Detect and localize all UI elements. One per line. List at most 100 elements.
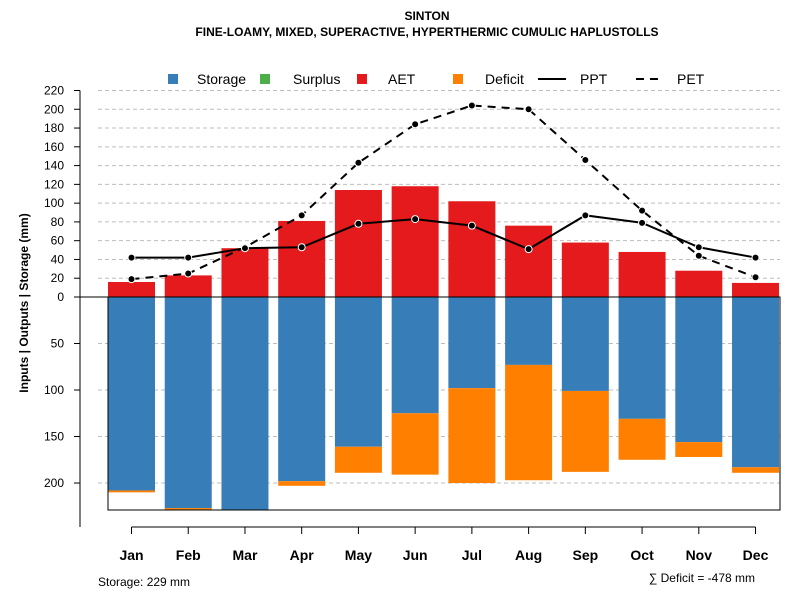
- ppt-line-point: [354, 219, 363, 228]
- y-tick-label-upper: 100: [44, 196, 64, 210]
- y-tick-label-upper: 160: [44, 140, 64, 154]
- lines: [127, 101, 760, 284]
- legend-swatch-surplus: [260, 74, 270, 84]
- storage-bar: [221, 297, 269, 510]
- deficit-bar: [278, 481, 326, 486]
- deficit-bar: [448, 388, 496, 484]
- storage-bar: [448, 297, 496, 389]
- ppt-line-point: [467, 221, 476, 230]
- y-tick-label-upper: 0: [57, 290, 64, 304]
- x-tick-label: Sep: [572, 547, 598, 563]
- storage-bar: [505, 297, 553, 365]
- ppt-line-point: [184, 253, 193, 262]
- x-tick-label: Nov: [686, 547, 713, 563]
- y-tick-label-upper: 180: [44, 121, 64, 135]
- storage-bar: [732, 297, 780, 468]
- chart-title: SINTON: [404, 9, 449, 23]
- pet-line-point: [127, 275, 136, 284]
- y-axis-label: Inputs | Outputs | Storage (mm): [17, 213, 31, 392]
- aet-bar: [391, 186, 439, 297]
- ppt-line-point: [127, 253, 136, 262]
- pet-line-point: [467, 101, 476, 110]
- aet-bar: [618, 251, 666, 297]
- pet-line-point: [184, 269, 193, 278]
- storage-bar: [618, 297, 666, 419]
- storage-bar: [108, 297, 155, 491]
- legend-swatch-storage: [168, 74, 178, 84]
- legend-label-surplus: Surplus: [293, 71, 340, 87]
- x-tick-label: May: [345, 547, 372, 563]
- pet-line-point: [411, 120, 420, 129]
- y-tick-label-upper: 140: [44, 159, 64, 173]
- deficit-bar: [732, 467, 780, 473]
- x-tick-label: Jun: [403, 547, 428, 563]
- y-tick-label-upper: 40: [51, 252, 65, 266]
- y-tick-label-lower: 200: [44, 476, 64, 490]
- legend-label-pet: PET: [677, 71, 705, 87]
- aet-bar: [164, 275, 212, 297]
- deficit-bar: [334, 446, 382, 473]
- x-tick-label: Dec: [743, 547, 769, 563]
- aet-bar: [334, 189, 382, 297]
- ppt-line-point: [411, 215, 420, 224]
- deficit-bar: [618, 418, 666, 460]
- deficit-bar: [164, 508, 212, 510]
- deficit-bar: [391, 413, 439, 475]
- legend-label-deficit: Deficit: [485, 71, 524, 87]
- y-tick-label-upper: 200: [44, 102, 64, 116]
- x-tick-label: Mar: [233, 547, 258, 563]
- axes: 0 20 40 60 80 100 120 140 160 180 200 220 50 100 150 20…: [44, 84, 781, 563]
- legend: Storage Surplus AET Deficit PPT PET: [168, 71, 705, 87]
- x-tick-label: Jul: [462, 547, 482, 563]
- storage-bar: [391, 297, 439, 414]
- ppt-line-point: [297, 243, 306, 252]
- aet-bar: [448, 201, 496, 297]
- footer-storage-text: Storage: 229 mm: [98, 575, 190, 589]
- aet-bar: [675, 270, 723, 297]
- x-tick-label: Feb: [176, 547, 201, 563]
- aet-bar: [221, 248, 269, 297]
- legend-swatch-deficit: [453, 74, 463, 84]
- deficit-bar: [108, 490, 155, 493]
- pet-line-point: [751, 273, 760, 282]
- x-tick-label: Apr: [290, 547, 315, 563]
- bars: [108, 186, 780, 510]
- y-tick-label-lower: 50: [51, 337, 65, 351]
- ppt-line: [131, 214, 756, 259]
- y-tick-label-lower: 100: [44, 383, 64, 397]
- pet-line-point: [638, 206, 647, 215]
- pet-line-point: [694, 251, 703, 260]
- legend-swatch-aet: [357, 74, 367, 84]
- deficit-bar: [675, 442, 723, 457]
- y-tick-label-upper: 80: [51, 215, 65, 229]
- ppt-line-point: [240, 244, 249, 253]
- x-tick-label: Oct: [630, 547, 654, 563]
- y-tick-label-upper: 220: [44, 84, 64, 98]
- ppt-line-point: [751, 253, 760, 262]
- storage-bar: [278, 297, 326, 482]
- deficit-bar: [505, 364, 553, 481]
- pet-line-point: [524, 105, 533, 114]
- pet-line-point: [297, 211, 306, 220]
- y-tick-label-upper: 120: [44, 177, 64, 191]
- y-tick-label-lower: 150: [44, 430, 64, 444]
- aet-bar: [108, 281, 155, 297]
- ppt-line-point: [581, 211, 590, 220]
- ppt-line-point: [694, 243, 703, 252]
- legend-label-aet: AET: [388, 71, 416, 87]
- pet-line-point: [354, 158, 363, 167]
- y-tick-label-upper: 60: [51, 234, 65, 248]
- pet-line-point: [581, 155, 590, 164]
- aet-bar: [561, 242, 609, 297]
- aet-bar: [732, 282, 780, 297]
- x-tick-label: Jan: [119, 547, 143, 563]
- y-tick-label-upper: 20: [51, 271, 65, 285]
- aet-bar: [505, 225, 553, 297]
- storage-bar: [675, 297, 723, 443]
- ppt-line-point: [524, 245, 533, 254]
- storage-bar: [164, 297, 212, 509]
- chart-subtitle: FINE-LOAMY, MIXED, SUPERACTIVE, HYPERTHE…: [195, 25, 658, 39]
- footer-deficit-text: ∑ Deficit = -478 mm: [649, 571, 755, 585]
